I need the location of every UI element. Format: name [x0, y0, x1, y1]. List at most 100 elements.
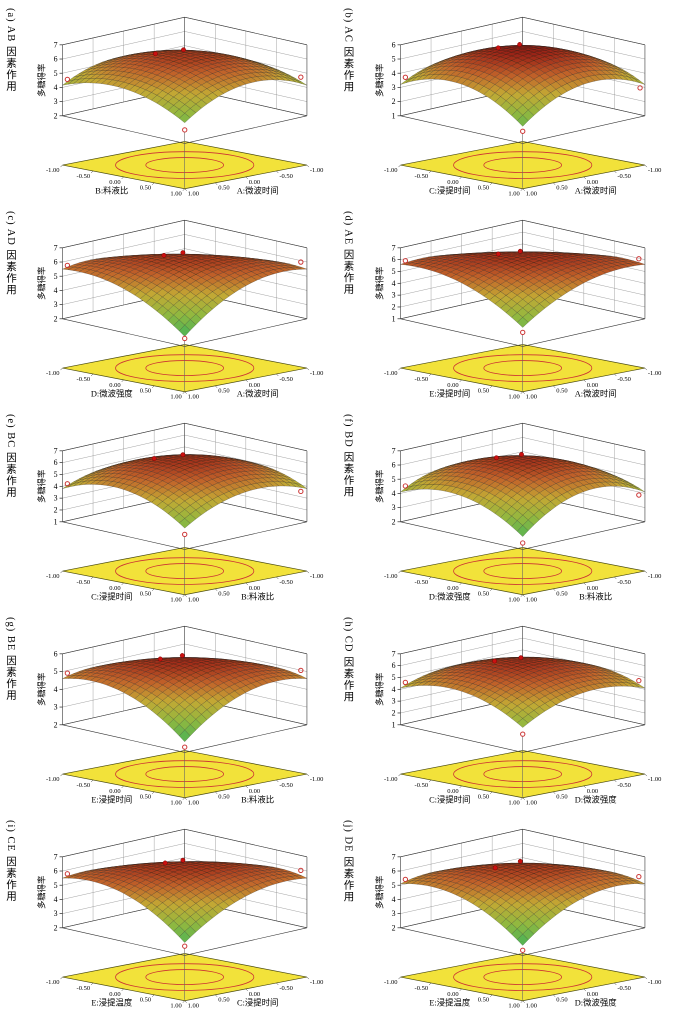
design-point-open	[64, 871, 71, 877]
axis-text: 4	[391, 685, 395, 694]
axis-text: -0.50	[279, 985, 293, 992]
design-point-open	[64, 262, 71, 269]
axis-text: C:浸提时间	[91, 592, 132, 602]
axis-text: -1.00	[647, 573, 661, 580]
axis-text: 1	[54, 517, 58, 526]
axis-text: 0.50	[477, 185, 488, 192]
design-point-open	[635, 492, 641, 498]
z-axis: 1 2 3 4 5 6 多糖得率	[374, 40, 400, 120]
axis-text: 6	[391, 255, 395, 264]
design-point-filled	[179, 653, 185, 658]
axis-text: -0.50	[279, 173, 293, 180]
axis-text: 0.00	[109, 382, 120, 389]
axis-text: 1	[391, 111, 395, 120]
axis-text: 3	[391, 697, 395, 706]
axis-text: 6	[391, 661, 395, 670]
axis-text: 0.50	[556, 591, 567, 598]
design-point-filled	[181, 47, 186, 53]
axis-text: 1.00	[508, 1003, 519, 1010]
axis-text: 3	[54, 703, 58, 712]
axis-text: 6	[391, 40, 395, 49]
axis-text: 1.00	[525, 597, 536, 604]
axis-text: A:微波时间	[574, 389, 616, 399]
axis-text: 0.50	[218, 997, 229, 1004]
design-point-open	[182, 531, 188, 538]
axis-text: 0.50	[140, 591, 151, 598]
axis-text: 4	[54, 286, 58, 295]
design-points	[402, 858, 641, 1000]
surface-plot-i: -1.00 -0.50 0.00 0.50 1.00 1.00 0.50 0.00 -0.50 -…	[37, 828, 323, 1010]
axis-text: 0.50	[477, 997, 488, 1004]
axis-text: 7	[391, 852, 395, 861]
axis-text: 0.00	[447, 382, 458, 389]
axis-text: 多糖得率	[374, 267, 384, 300]
axis-text: -0.50	[617, 985, 631, 992]
design-points	[64, 857, 304, 1000]
axis-text: -0.50	[617, 782, 631, 789]
surface-plot-panel-b: (b) AC 因素作用 -1.00 -0.50 0.00 0.50 1.00 1.00 0.5…	[338, 0, 675, 203]
axis-text: 7	[391, 446, 395, 455]
axis-text: 0.50	[140, 388, 151, 395]
design-points	[64, 47, 304, 188]
axis-text: 1.00	[188, 394, 199, 401]
axis-text: 3	[54, 97, 58, 106]
design-point-open	[298, 259, 304, 265]
axis-text: 0.00	[586, 585, 597, 592]
surface-plot-panel-i: (i) CE 因素作用 -1.00 -0.50 0.00 0.50 1.00 1.00 0.5…	[0, 812, 338, 1015]
design-point-open	[298, 488, 304, 495]
design-point-filled	[495, 45, 501, 51]
surface-plot-f: -1.00 -0.50 0.00 0.50 1.00 1.00 0.50 0.00 -0.50 -…	[374, 422, 661, 604]
axis-text: -1.00	[310, 370, 324, 377]
axis-text: 4	[54, 482, 58, 491]
design-point-filled	[180, 452, 186, 458]
design-point-open	[182, 744, 188, 750]
z-axis: 2 3 4 5 6 7 多糖得率	[37, 40, 63, 120]
surface-plot-panel-j: (j) DE 因素作用 -1.00 -0.50 0.00 0.50 1.00 1.00 0.5…	[338, 812, 675, 1015]
axis-text: 7	[54, 852, 58, 861]
axis-text: A:微波时间	[237, 186, 279, 196]
surface-plot-panel-c: (c) AD 因素作用 -1.00 -0.50 0.00 0.50 1.00 1.00 0.5…	[0, 203, 338, 406]
axis-text: -1.00	[647, 776, 661, 783]
response-surface	[399, 45, 645, 127]
design-point-open	[519, 540, 525, 546]
axis-text: B:料液比	[579, 592, 612, 602]
axis-text: -1.00	[46, 370, 60, 377]
axis-text: 3	[391, 83, 395, 92]
axis-text: 1.00	[508, 800, 519, 807]
design-point-filled	[180, 250, 186, 256]
design-point-filled	[162, 860, 168, 866]
axis-text: 2	[391, 97, 395, 106]
axis-text: 6	[391, 867, 395, 876]
axis-text: 2	[54, 923, 58, 932]
axis-text: 0.00	[249, 991, 260, 998]
axis-text: A:微波时间	[574, 186, 616, 196]
axis-text: D:微波强度	[91, 389, 133, 399]
surface-plot-panel-e: (e) BC 因素作用 -1.00 -0.50 0.00 0.50 1.00 1.00 0.5…	[0, 406, 338, 609]
design-points	[402, 452, 641, 594]
axis-text: 6	[54, 55, 58, 64]
axis-text: 2	[54, 506, 58, 515]
design-points	[402, 42, 643, 188]
response-surface	[62, 49, 308, 123]
axis-text: 2	[391, 709, 395, 718]
axis-text: 5	[391, 475, 395, 484]
design-point-filled	[518, 452, 524, 457]
axis-text: 1	[391, 314, 395, 323]
axis-text: 多糖得率	[37, 673, 47, 706]
axis-text: 多糖得率	[37, 64, 47, 97]
axis-text: E:浸提时间	[429, 389, 470, 399]
axis-text: 多糖得率	[374, 876, 384, 909]
axis-text: 1.00	[188, 800, 199, 807]
z-axis: 2 3 4 5 6 7 多糖得率	[374, 446, 400, 526]
design-point-filled	[491, 658, 497, 664]
axis-text: 0.50	[556, 388, 567, 395]
surface-plot-d: -1.00 -0.50 0.00 0.50 1.00 1.00 0.50 0.00 -0.50 -…	[374, 219, 661, 401]
axis-text: 1.00	[170, 1003, 181, 1010]
axis-text: D:微波强度	[574, 795, 616, 805]
axis-text: -1.00	[310, 573, 324, 580]
panel-caption-c: (c) AD 因素作用	[5, 211, 17, 296]
axis-text: 0.00	[447, 585, 458, 592]
axis-text: -1.00	[310, 167, 324, 174]
design-point-open	[182, 335, 188, 342]
z-axis: 1 2 3 4 5 6 7 多糖得率	[374, 243, 400, 323]
